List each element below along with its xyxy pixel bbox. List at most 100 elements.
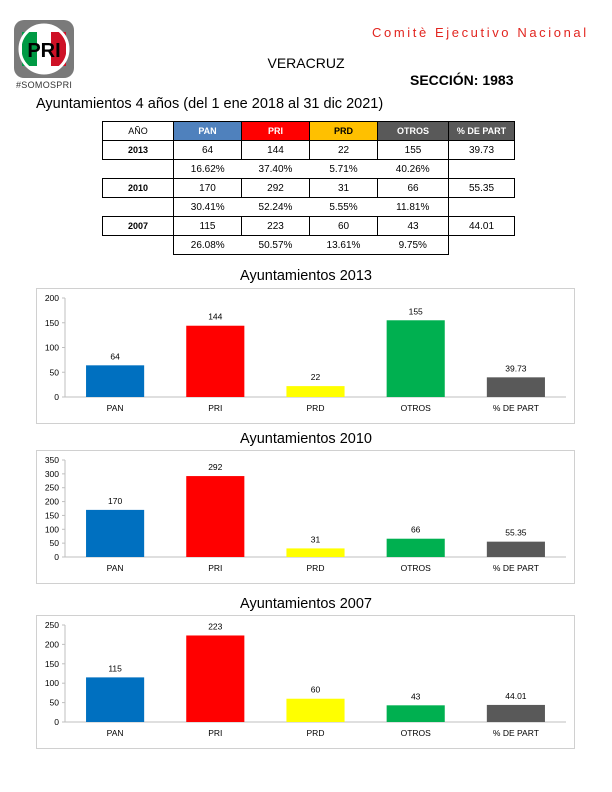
otros-votes: 43 xyxy=(377,216,449,236)
category-label: OTROS xyxy=(401,403,432,413)
bar xyxy=(86,365,145,397)
category-label: OTROS xyxy=(401,563,432,573)
category-label: OTROS xyxy=(401,728,432,738)
pri-votes: 292 xyxy=(241,178,310,198)
year-cell: 2013 xyxy=(102,140,174,160)
pri-pct: 52.24% xyxy=(241,197,310,217)
header-otros: OTROS xyxy=(377,121,449,141)
bar xyxy=(286,548,345,557)
table-row: 2013 64 144 22 155 39.73 xyxy=(102,140,515,160)
bar xyxy=(186,325,245,397)
y-tick-label: 0 xyxy=(54,392,59,402)
bar xyxy=(186,635,245,722)
bar xyxy=(186,476,245,557)
category-label: PRD xyxy=(307,403,325,413)
category-label: PRI xyxy=(208,728,222,738)
category-label: PRD xyxy=(307,728,325,738)
bar-value-label: 115 xyxy=(108,663,122,673)
bar-value-label: 60 xyxy=(311,685,321,695)
prd-votes: 22 xyxy=(309,140,378,160)
pri-votes: 223 xyxy=(241,216,310,236)
category-label: % DE PART xyxy=(493,563,539,573)
y-tick-label: 50 xyxy=(50,698,60,708)
pri-votes: 144 xyxy=(241,140,310,160)
y-tick-label: 0 xyxy=(54,552,59,562)
otros-pct: 11.81% xyxy=(377,197,449,217)
y-tick-label: 150 xyxy=(45,510,59,520)
y-tick-label: 100 xyxy=(45,524,59,534)
category-label: PAN xyxy=(107,728,124,738)
logo-text: PRI xyxy=(27,40,60,62)
bar xyxy=(386,320,445,397)
table-row: 2007 115 223 60 43 44.01 xyxy=(102,216,515,236)
y-tick-label: 350 xyxy=(45,455,59,465)
year-cell: 2007 xyxy=(102,216,174,236)
participation: 44.01 xyxy=(448,216,515,236)
bar xyxy=(486,541,545,557)
bar xyxy=(486,704,545,722)
pri-pct: 37.40% xyxy=(241,159,310,179)
chart-title-2013: Ayuntamientos 2013 xyxy=(240,268,372,284)
bar-value-label: 22 xyxy=(311,372,321,382)
bar-value-label: 66 xyxy=(411,525,421,535)
prd-pct: 5.71% xyxy=(309,159,378,179)
bar xyxy=(486,377,545,397)
y-tick-label: 150 xyxy=(45,318,59,328)
participation: 55.35 xyxy=(448,178,515,198)
bar-value-label: 44.01 xyxy=(505,691,527,701)
bar-value-label: 55.35 xyxy=(505,528,527,538)
category-label: % DE PART xyxy=(493,403,539,413)
y-tick-label: 200 xyxy=(45,293,59,303)
chart-2013-svg: 0 50 100 150 200 64 PAN 144 PRI 22 PRD 155 OTROS 39.7… xyxy=(45,293,566,413)
bar xyxy=(386,538,445,557)
y-tick-label: 100 xyxy=(45,678,59,688)
pan-pct: 26.08% xyxy=(173,235,242,255)
pri-pct: 50.57% xyxy=(241,235,310,255)
chart-2013: 0 50 100 150 200 64 PAN 144 PRI 22 PRD 155 OTROS 39.7… xyxy=(36,288,575,424)
committee-name: Comitè Ejecutivo Nacional xyxy=(372,25,589,40)
hashtag: #SOMOSPRI xyxy=(16,80,73,90)
year-cell: 2010 xyxy=(102,178,174,198)
participation: 39.73 xyxy=(448,140,515,160)
prd-votes: 31 xyxy=(309,178,378,198)
pan-pct: 16.62% xyxy=(173,159,242,179)
otros-pct: 40.26% xyxy=(377,159,449,179)
otros-votes: 66 xyxy=(377,178,449,198)
bar-value-label: 39.73 xyxy=(505,363,527,373)
category-label: PRD xyxy=(307,563,325,573)
y-tick-label: 50 xyxy=(50,538,60,548)
y-tick-label: 0 xyxy=(54,717,59,727)
category-label: PRI xyxy=(208,403,222,413)
bar-value-label: 31 xyxy=(311,534,321,544)
bar xyxy=(286,698,345,722)
chart-2010-svg: 0 50 100 150 200 250 300 350 170 PAN 292 PRI 31 PRD 66… xyxy=(45,455,566,573)
y-tick-label: 200 xyxy=(45,639,59,649)
results-table: AÑO PAN PRI PRD OTROS % DE PART 2013 64 … xyxy=(102,121,515,255)
chart-title-2007: Ayuntamientos 2007 xyxy=(240,596,372,612)
category-label: PRI xyxy=(208,563,222,573)
y-tick-label: 50 xyxy=(50,367,60,377)
header-year: AÑO xyxy=(102,121,174,141)
bar-value-label: 64 xyxy=(110,351,120,361)
otros-pct: 9.75% xyxy=(377,235,449,255)
y-tick-label: 250 xyxy=(45,483,59,493)
bar-value-label: 292 xyxy=(208,462,222,472)
table-row-pct: 30.41% 52.24% 5.55% 11.81% xyxy=(103,197,515,217)
prd-pct: 13.61% xyxy=(309,235,378,255)
header-part: % DE PART xyxy=(448,121,515,141)
category-label: % DE PART xyxy=(493,728,539,738)
header-pri: PRI xyxy=(241,121,310,141)
table-row-pct: 26.08% 50.57% 13.61% 9.75% xyxy=(103,235,515,255)
pan-votes: 64 xyxy=(173,140,242,160)
chart-2010: 0 50 100 150 200 250 300 350 170 PAN 292 PRI 31 PRD 66… xyxy=(36,450,575,584)
bar-value-label: 144 xyxy=(208,312,222,322)
bar xyxy=(86,509,145,557)
pan-votes: 115 xyxy=(173,216,242,236)
header-pan: PAN xyxy=(173,121,242,141)
bar xyxy=(286,386,345,397)
chart-2007-svg: 0 50 100 150 200 250 115 PAN 223 PRI 60 PRD 43 OTROS 4… xyxy=(45,620,566,738)
table-row: 2010 170 292 31 66 55.35 xyxy=(102,178,515,198)
bar-value-label: 170 xyxy=(108,496,122,506)
table-row-pct: 16.62% 37.40% 5.71% 40.26% xyxy=(103,159,515,179)
bar-value-label: 155 xyxy=(409,306,423,316)
